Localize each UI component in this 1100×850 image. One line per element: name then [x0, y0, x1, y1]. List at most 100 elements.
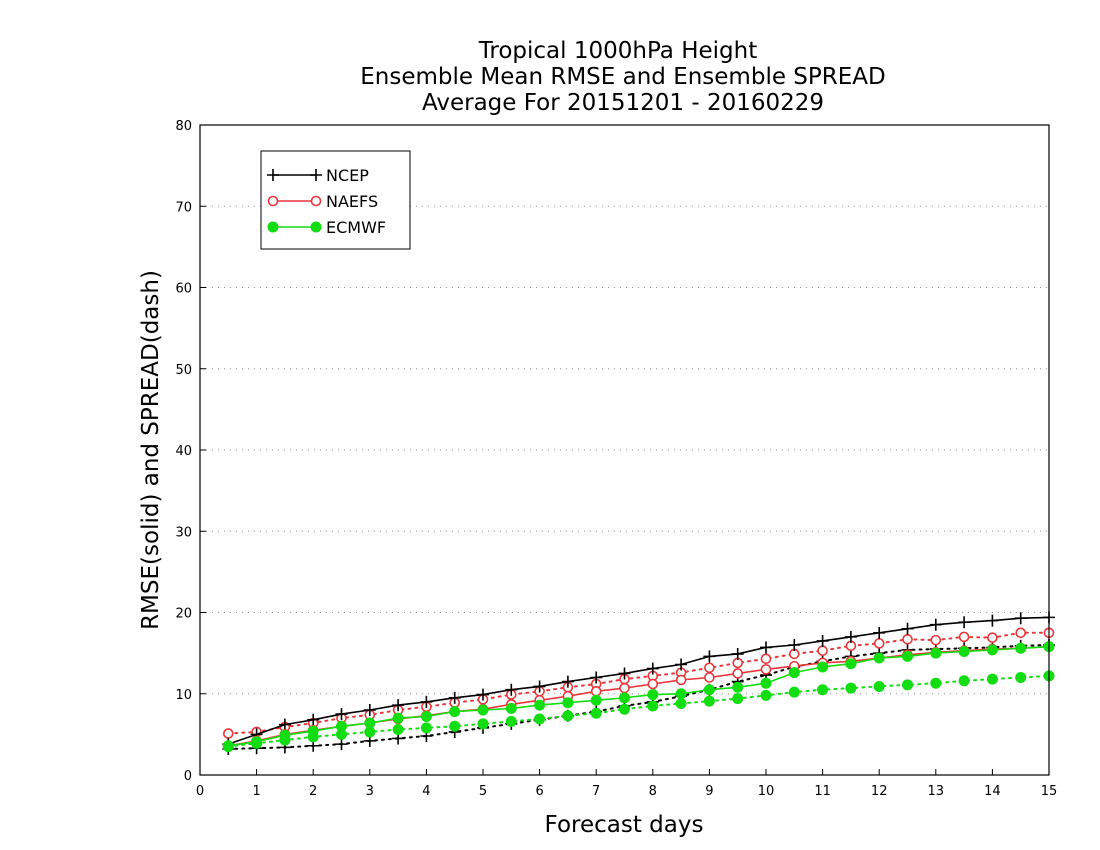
point-ecmwf-spread-21: [817, 684, 829, 696]
point-ecmwf-rmse-12: [562, 697, 574, 709]
point-naefs-spread-24: [902, 634, 913, 645]
x-tick-label-4: 4: [422, 784, 430, 799]
point-ecmwf-rmse-28: [1015, 642, 1027, 654]
point-ecmwf-spread-7: [420, 722, 432, 734]
point-ecmwf-spread-28: [1015, 672, 1027, 683]
legend-marker-start-naefs: [267, 195, 279, 207]
point-naefs-spread-17: [704, 662, 715, 674]
point-ncep-rmse-21: [816, 634, 829, 647]
point-ecmwf-spread-6: [392, 724, 404, 735]
point-ecmwf-spread-26: [958, 675, 970, 687]
point-naefs-spread-28: [1015, 627, 1027, 639]
legend-entry-ncep: NCEP: [267, 166, 369, 185]
legend: NCEP NAEFS ECMWF: [260, 150, 411, 250]
point-ncep-rmse-26: [958, 616, 971, 629]
legend-label-ncep: NCEP: [326, 166, 369, 185]
point-ecmwf-rmse-27: [986, 644, 998, 656]
point-ecmwf-rmse-16: [675, 688, 687, 700]
point-ecmwf-spread-19: [760, 689, 772, 701]
point-ecmwf-rmse-13: [590, 694, 602, 706]
point-ecmwf-spread-20: [788, 686, 800, 698]
point-ncep-rmse-3: [307, 713, 320, 726]
x-tick-label-0: 0: [196, 784, 204, 799]
y-tick-label-10: 10: [175, 688, 192, 703]
point-ecmwf-spread-12: [562, 710, 574, 722]
point-ecmwf-rmse-21: [817, 661, 829, 673]
point-ecmwf-rmse-20: [788, 667, 800, 679]
point-ecmwf-spread-10: [505, 715, 517, 727]
point-naefs-rmse-13: [590, 686, 602, 697]
series-line-ecmwf-rmse: [228, 645, 1050, 747]
point-ecmwf-rmse-11: [534, 699, 546, 711]
point-naefs-rmse-15: [647, 678, 659, 690]
x-tick-label-12: 12: [871, 784, 888, 799]
point-ecmwf-rmse-7: [420, 711, 432, 722]
point-ecmwf-spread-15: [647, 700, 659, 712]
legend-entry-ecmwf: ECMWF: [267, 218, 386, 237]
y-tick-label-30: 30: [175, 525, 192, 540]
point-ncep-rmse-10: [505, 683, 518, 696]
point-ncep-rmse-16: [675, 658, 688, 671]
point-ncep-rmse-2: [278, 718, 291, 731]
series-line-naefs-spread: [227, 631, 1050, 735]
point-ncep-rmse-22: [844, 630, 857, 643]
x-tick-label-2: 2: [309, 784, 317, 799]
point-ecmwf-rmse-14: [619, 692, 630, 704]
chart-title: Tropical 1000hPa Height Ensemble Mean RM…: [360, 38, 885, 116]
legend-entry-naefs: NAEFS: [267, 192, 378, 211]
point-ncep-rmse-27: [986, 614, 999, 627]
point-ecmwf-rmse-5: [364, 717, 376, 729]
point-ecmwf-rmse-19: [760, 677, 772, 689]
point-ecmwf-spread-24: [902, 679, 913, 691]
x-tick-label-11: 11: [814, 784, 831, 799]
x-tick-label-8: 8: [649, 784, 657, 799]
point-ecmwf-rmse-0: [222, 740, 234, 752]
point-ncep-rmse-17: [703, 650, 716, 663]
y-tick-label-40: 40: [175, 444, 192, 459]
point-ecmwf-spread-17: [703, 695, 715, 707]
point-naefs-spread-27: [987, 632, 998, 643]
x-tick-label-14: 14: [984, 784, 1001, 799]
point-ecmwf-rmse-18: [732, 681, 744, 693]
point-naefs-spread-23: [873, 638, 885, 649]
x-tick-label-13: 13: [928, 784, 945, 799]
y-axis: 0 10 20 30 40 50 60 70 80: [175, 119, 206, 784]
point-ecmwf-rmse-25: [930, 647, 942, 659]
point-ncep-rmse-20: [788, 639, 801, 651]
point-ncep-rmse-12: [561, 675, 574, 688]
x-tick-label-9: 9: [705, 784, 713, 799]
chart-title-line-2: Ensemble Mean RMSE and Ensemble SPREAD: [360, 64, 885, 90]
point-ncep-rmse-4: [335, 708, 348, 721]
point-naefs-rmse-17: [704, 672, 715, 683]
point-ncep-rmse-14: [618, 667, 631, 680]
point-naefs-spread-25: [930, 634, 942, 646]
point-ncep-rmse-18: [731, 647, 744, 660]
point-ecmwf-rmse-3: [307, 725, 319, 737]
point-ncep-rmse-25: [929, 618, 942, 631]
x-tick-label-6: 6: [535, 784, 543, 799]
point-ncep-rmse-9: [477, 688, 489, 701]
x-tick-label-7: 7: [592, 784, 600, 799]
point-ecmwf-rmse-22: [845, 658, 857, 670]
point-ncep-rmse-8: [448, 691, 461, 704]
point-ncep-rmse-5: [363, 704, 376, 716]
point-ncep-rmse-23: [873, 626, 886, 639]
point-ncep-rmse-24: [901, 622, 914, 635]
x-tick-label-15: 15: [1041, 784, 1058, 799]
point-ecmwf-spread-14: [619, 703, 630, 715]
point-ecmwf-spread-18: [732, 693, 744, 705]
y-tick-label-70: 70: [175, 200, 192, 215]
point-naefs-rmse-18: [732, 668, 744, 679]
point-ecmwf-rmse-24: [902, 650, 913, 662]
x-axis: 0 1 2 3 4 5 6 7 8 9 10 11 12 13 14 15: [196, 769, 1057, 799]
legend-marker-end-ncep: [310, 169, 322, 181]
point-ecmwf-rmse-4: [336, 720, 347, 732]
point-ecmwf-rmse-23: [873, 652, 885, 664]
point-ecmwf-rmse-8: [449, 706, 461, 718]
point-ncep-rmse-28: [1014, 612, 1027, 625]
point-ncep-rmse-11: [533, 680, 546, 693]
x-tick-label-10: 10: [758, 784, 775, 799]
point-ncep-rmse-6: [392, 699, 405, 712]
x-tick-label-1: 1: [252, 784, 260, 799]
